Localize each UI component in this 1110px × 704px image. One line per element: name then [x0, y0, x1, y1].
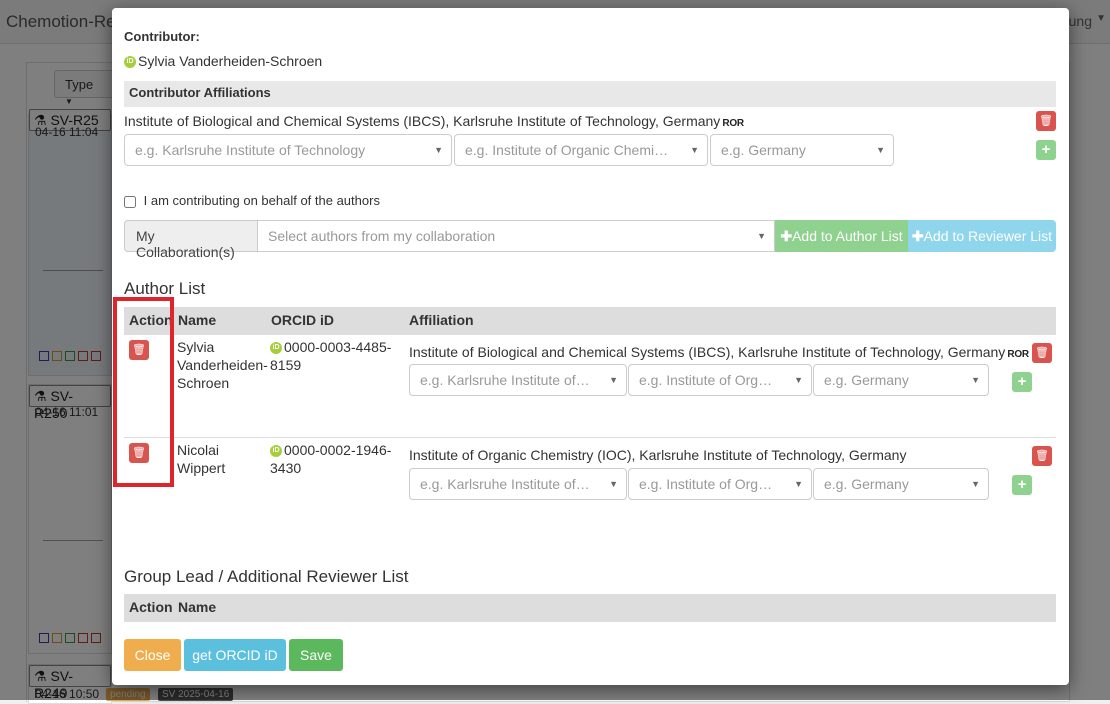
submission-authors-modal: Contributor: iD Sylvia Vanderheiden-Schro… — [112, 8, 1069, 685]
country-select[interactable]: e.g. Germany ▼ — [813, 364, 989, 396]
column-affiliation: Affiliation — [409, 312, 474, 328]
institute-placeholder: e.g. Karlsruhe Institute of Techno... — [420, 372, 592, 388]
author-affiliation: Institute of Organic Chemistry (IOC), Ka… — [409, 447, 1009, 463]
delete-affiliation-button[interactable]: 🗑 — [1036, 111, 1056, 131]
behalf-label: I am contributing on behalf of the autho… — [143, 193, 380, 208]
orcid-icon: iD — [124, 56, 136, 69]
caret-down-icon: ▼ — [609, 375, 618, 385]
add-affiliation-button[interactable]: + — [1012, 475, 1032, 495]
caret-down-icon: ▼ — [609, 479, 618, 489]
country-placeholder: e.g. Germany — [824, 476, 909, 492]
add-to-author-list-button[interactable]: ✚Add to Author List — [775, 220, 908, 252]
author-name: Sylvia Vanderheiden-Schroen — [177, 339, 268, 391]
add-to-reviewer-list-button[interactable]: ✚Add to Reviewer List — [908, 220, 1056, 252]
behalf-checkbox-row[interactable]: I am contributing on behalf of the autho… — [124, 193, 380, 208]
caret-down-icon: ▼ — [794, 375, 803, 385]
delete-author-button[interactable]: 🗑 — [129, 443, 149, 463]
institute-select[interactable]: e.g. Karlsruhe Institute of Techno... ▼ — [409, 364, 627, 396]
delete-affiliation-button[interactable]: 🗑 — [1032, 343, 1052, 363]
delete-author-button[interactable]: 🗑 — [129, 340, 149, 360]
department-select[interactable]: e.g. Institute of Organic Chemistry ▼ — [454, 134, 708, 166]
collaboration-addon: My Collaboration(s) — [124, 220, 258, 260]
institute-placeholder: e.g. Karlsruhe Institute of Technology — [135, 142, 366, 158]
caret-down-icon: ▼ — [690, 145, 699, 155]
column-action: Action — [129, 599, 173, 615]
plus-icon: ✚ — [911, 228, 924, 244]
affiliation-text: Institute of Biological and Chemical Sys… — [124, 113, 721, 129]
author-table-header: Action Name ORCID iD Affiliation — [124, 307, 1056, 335]
save-button[interactable]: Save — [289, 639, 343, 671]
affiliation-text: Institute of Organic Chemistry (IOC), Ka… — [409, 447, 907, 463]
country-placeholder: e.g. Germany — [824, 372, 909, 388]
affiliations-header-label: Contributor Affiliations — [129, 85, 271, 100]
country-select[interactable]: e.g. Germany ▼ — [710, 134, 894, 166]
column-action: Action — [129, 312, 173, 328]
reviewer-table-header: Action Name — [124, 594, 1056, 622]
reviewer-list-title: Group Lead / Additional Reviewer List — [124, 567, 409, 586]
department-placeholder: e.g. Institute of Organic Ch... — [639, 372, 777, 388]
get-orcid-button[interactable]: get ORCID iD — [184, 639, 286, 671]
department-select[interactable]: e.g. Institute of Organic Ch... ▼ — [628, 468, 812, 500]
caret-down-icon: ▼ — [971, 375, 980, 385]
ror-icon: ROR — [722, 118, 744, 129]
collaboration-select[interactable]: Select authors from my collaboration ▼ — [257, 220, 775, 252]
author-list-title: Author List — [124, 279, 206, 298]
contributor-affiliation: Institute of Biological and Chemical Sys… — [124, 113, 1004, 129]
column-orcid: ORCID iD — [271, 312, 334, 328]
author-affiliation: Institute of Biological and Chemical Sys… — [409, 344, 1029, 360]
country-select[interactable]: e.g. Germany ▼ — [813, 468, 989, 500]
add-reviewer-label: Add to Reviewer List — [923, 228, 1053, 244]
author-orcid: iD 0000-0002-1946-3430 — [270, 441, 394, 477]
orcid-value: 0000-0003-4485-8159 — [270, 339, 392, 373]
contributor-name: Sylvia Vanderheiden-Schroen — [138, 53, 323, 69]
institute-select[interactable]: e.g. Karlsruhe Institute of Technology ▼ — [124, 134, 452, 166]
add-affiliation-button[interactable]: + — [1036, 140, 1056, 160]
collaboration-label: My Collaboration(s) — [136, 228, 235, 260]
delete-affiliation-button[interactable]: 🗑 — [1032, 446, 1052, 466]
column-name: Name — [178, 312, 217, 328]
department-select[interactable]: e.g. Institute of Organic Ch... ▼ — [628, 364, 812, 396]
add-author-label: Add to Author List — [792, 228, 903, 244]
contributor-affiliations-header: Contributor Affiliations — [124, 81, 1056, 107]
caret-down-icon: ▼ — [757, 231, 766, 241]
contributor-label: Contributor: — [124, 29, 200, 44]
add-affiliation-button[interactable]: + — [1012, 372, 1032, 392]
close-button[interactable]: Close — [124, 639, 181, 671]
caret-down-icon: ▼ — [794, 479, 803, 489]
contributor: iD Sylvia Vanderheiden-Schroen — [124, 53, 322, 69]
orcid-icon: iD — [270, 342, 282, 355]
author-name: Nicolai Wippert — [177, 442, 226, 476]
behalf-checkbox[interactable] — [124, 195, 136, 208]
action-column-highlight — [113, 297, 174, 487]
institute-select[interactable]: e.g. Karlsruhe Institute of Techno... ▼ — [409, 468, 627, 500]
caret-down-icon: ▼ — [434, 145, 443, 155]
country-placeholder: e.g. Germany — [721, 142, 806, 158]
ror-icon: ROR — [1007, 349, 1029, 360]
collaboration-placeholder: Select authors from my collaboration — [268, 228, 496, 244]
caret-down-icon: ▼ — [876, 145, 885, 155]
department-placeholder: e.g. Institute of Organic Ch... — [639, 476, 777, 492]
row-divider — [124, 437, 1056, 438]
plus-icon: ✚ — [780, 228, 793, 244]
column-name: Name — [178, 599, 217, 615]
orcid-icon: iD — [270, 445, 282, 458]
affiliation-text: Institute of Biological and Chemical Sys… — [409, 344, 1006, 360]
department-placeholder: e.g. Institute of Organic Chemistry — [465, 142, 673, 158]
caret-down-icon: ▼ — [971, 479, 980, 489]
institute-placeholder: e.g. Karlsruhe Institute of Techno... — [420, 476, 592, 492]
orcid-value: 0000-0002-1946-3430 — [270, 442, 392, 476]
author-orcid: iD 0000-0003-4485-8159 — [270, 338, 394, 374]
